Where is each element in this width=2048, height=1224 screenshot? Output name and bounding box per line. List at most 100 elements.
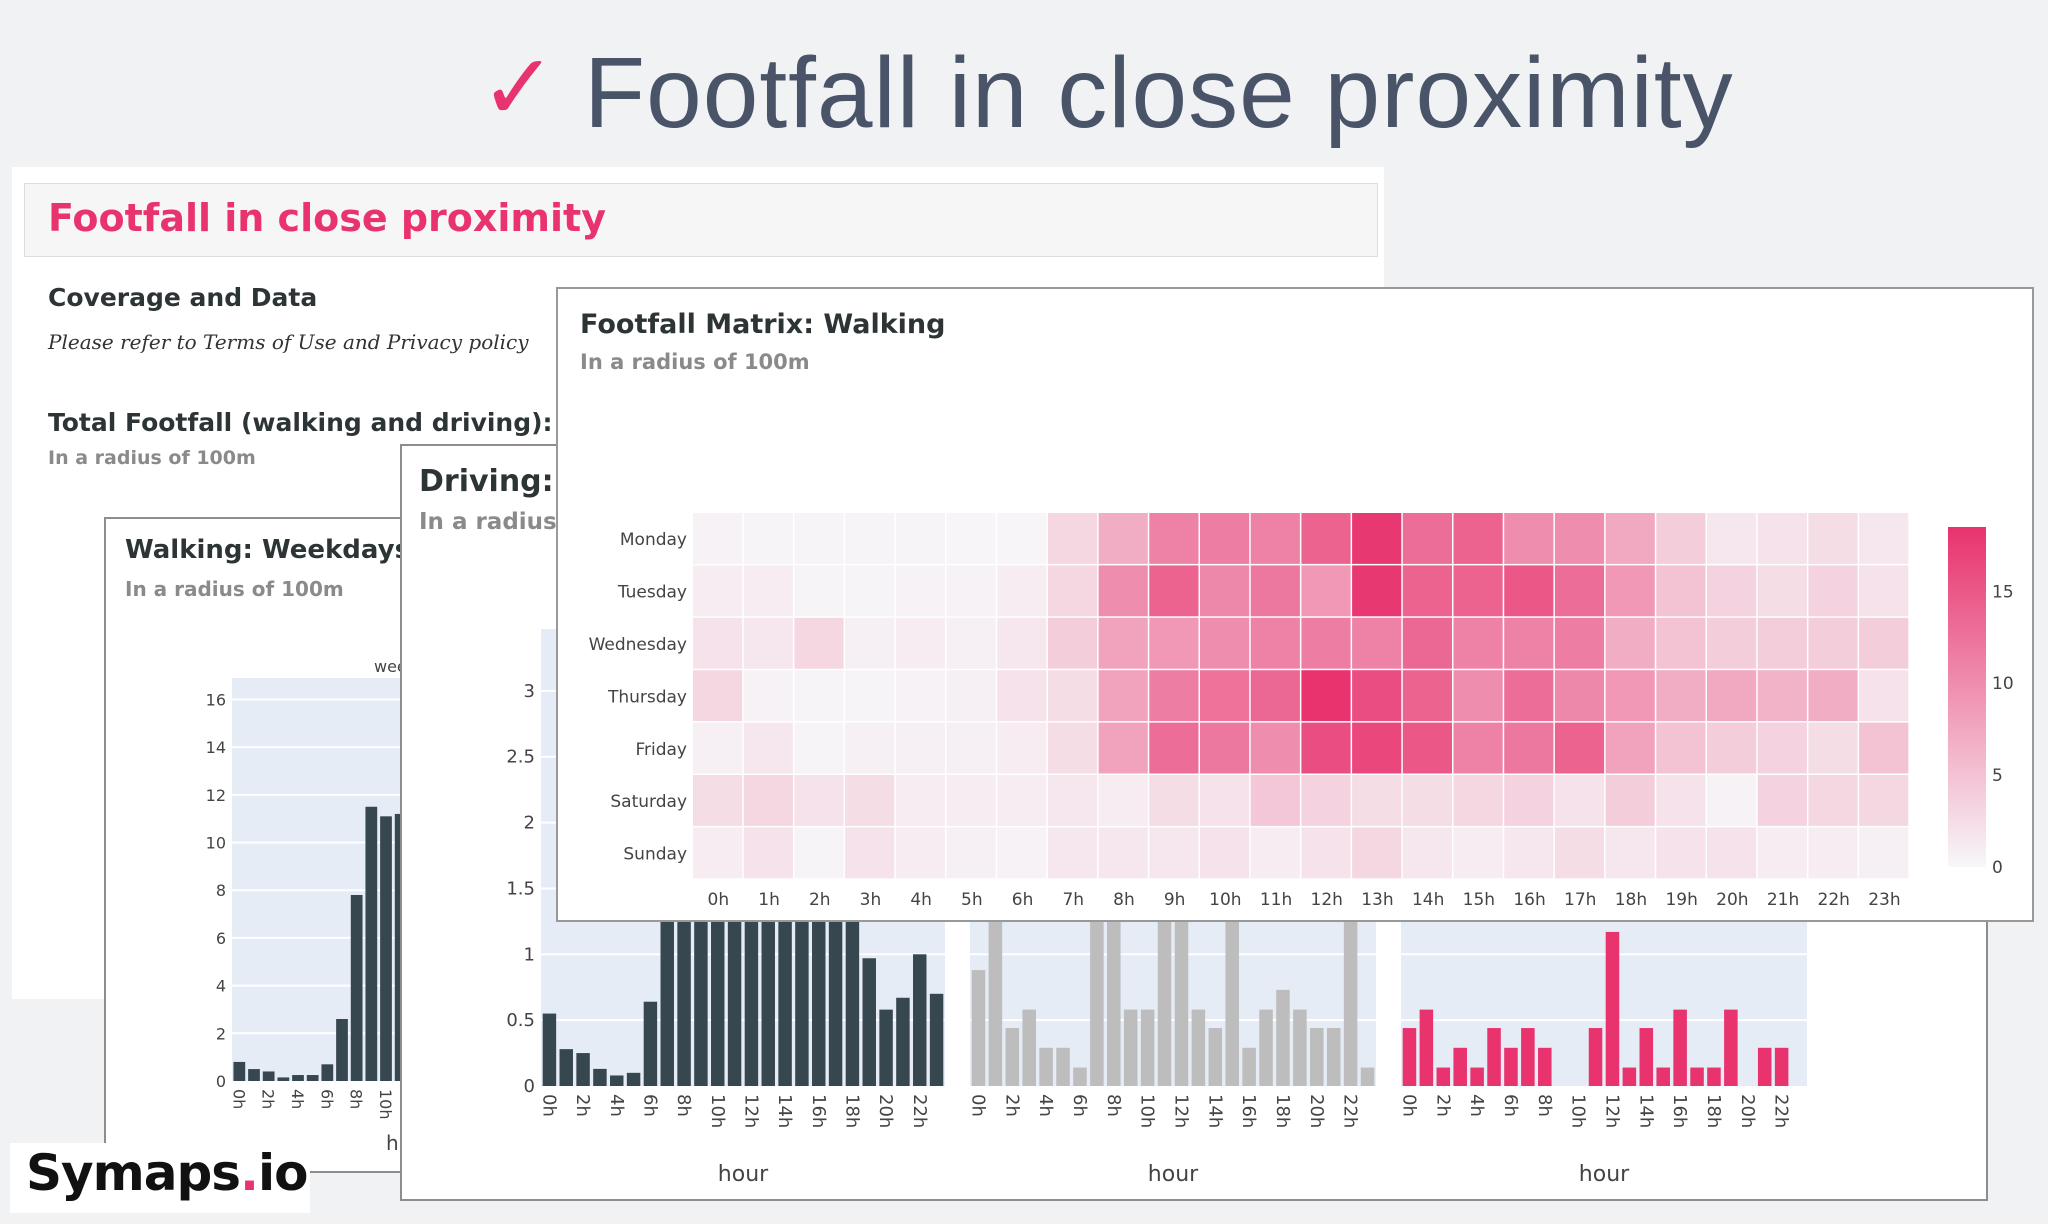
bar-11h: [1588, 1028, 1603, 1086]
x-tick-label: 23h: [1868, 890, 1900, 910]
walking-title: Walking: Weekdays, S: [125, 535, 448, 565]
logo-dot: .: [240, 1144, 259, 1202]
heatmap-cell-Friday-11h: [1250, 722, 1300, 774]
bar-0h: [971, 970, 986, 1086]
x-tick-label: 7h: [1062, 890, 1084, 910]
heatmap-cell-Saturday-4h: [895, 775, 945, 826]
y-tick-label: Thursday: [607, 687, 687, 707]
bar-10h: [1140, 1009, 1155, 1086]
heatmap-cell-Monday-11h: [1250, 513, 1300, 564]
bar-5h: [1056, 1047, 1070, 1086]
bar-4h: [1039, 1047, 1053, 1086]
x-tick-label: 9h: [1164, 890, 1186, 910]
heatmap-cell-Friday-13h: [1352, 722, 1402, 774]
bar-17h: [1259, 1009, 1273, 1086]
heatmap-cell-Sunday-10h: [1200, 827, 1250, 879]
heatmap-cell-Tuesday-1h: [743, 565, 793, 617]
bar-6h: [643, 1001, 658, 1086]
heatmap-cell-Thursday-21h: [1757, 670, 1807, 722]
colorbar-tick-label: 0: [1992, 858, 2003, 878]
x-tick-label: 6h: [1069, 1094, 1090, 1117]
bar-9h: [365, 806, 378, 1081]
colorbar-tick-label: 15: [1992, 582, 2014, 602]
heatmap-cell-Monday-14h: [1402, 513, 1452, 564]
y-tick-label: 1.5: [506, 878, 535, 899]
bar-3h: [593, 1068, 607, 1086]
heatmap-cell-Tuesday-8h: [1098, 565, 1148, 617]
heatmap-cell-Wednesday-19h: [1656, 617, 1706, 669]
heatmap-cell-Tuesday-6h: [997, 565, 1047, 617]
heatmap-cell-Tuesday-10h: [1200, 565, 1250, 617]
heatmap-cell-Monday-2h: [794, 513, 844, 564]
x-tick-label: 22h: [1818, 890, 1850, 910]
heatmap-cell-Saturday-9h: [1149, 775, 1199, 826]
heatmap-cell-Tuesday-5h: [946, 565, 996, 617]
heatmap-cell-Tuesday-19h: [1656, 565, 1706, 617]
walking-xlabel-fragment: h: [386, 1131, 399, 1155]
heatmap-cell-Friday-10h: [1200, 722, 1250, 774]
heatmap-cell-Friday-18h: [1605, 722, 1655, 774]
y-tick-label: 6: [216, 929, 226, 948]
heatmap-cell-Thursday-17h: [1554, 670, 1605, 722]
heatmap-cell-Friday-19h: [1656, 722, 1706, 774]
x-tick-label: 10h: [1137, 1094, 1158, 1128]
x-tick-label: 8h: [1534, 1094, 1555, 1117]
heatmap-cell-Thursday-2h: [794, 670, 844, 722]
heatmap-cell-Thursday-9h: [1149, 670, 1199, 722]
heatmap-cell-Wednesday-23h: [1859, 617, 1909, 669]
heatmap-cell-Sunday-12h: [1301, 827, 1351, 879]
x-tick-label: 2h: [809, 890, 831, 910]
logo-tail: io: [258, 1144, 308, 1202]
heatmap-cell-Monday-5h: [946, 513, 996, 564]
heatmap-cell-Thursday-8h: [1098, 670, 1148, 722]
y-tick-label: 3: [524, 681, 535, 702]
bar-3h: [1453, 1047, 1467, 1086]
heatmap-cell-Saturday-8h: [1098, 775, 1148, 826]
bar-3h: [277, 1077, 290, 1081]
heatmap-cell-Saturday-3h: [845, 775, 895, 826]
heatmap-cell-Thursday-15h: [1453, 670, 1503, 722]
x-tick-label: 0h: [538, 1094, 559, 1117]
bar-2h: [1436, 1067, 1451, 1086]
x-tick-label: 12h: [740, 1094, 761, 1128]
y-tick-label: 10: [206, 834, 226, 853]
heatmap-cell-Wednesday-0h: [693, 617, 743, 669]
x-tick-label: 4h: [606, 1094, 627, 1117]
x-tick-label: 0h: [967, 1094, 988, 1117]
heatmap-cell-Sunday-13h: [1352, 827, 1402, 879]
bar-18h: [1707, 1067, 1721, 1086]
x-tick-label: 14h: [1204, 1094, 1225, 1128]
bar-14h: [1208, 1028, 1223, 1086]
x-tick-label: 12h: [1170, 1094, 1191, 1128]
heatmap-cell-Sunday-20h: [1707, 827, 1757, 879]
heatmap-cell-Wednesday-1h: [743, 617, 793, 669]
bar-19h: [1293, 1009, 1307, 1086]
heatmap-cell-Wednesday-2h: [794, 617, 844, 669]
heatmap-cell-Thursday-23h: [1859, 670, 1909, 722]
heatmap-cell-Wednesday-15h: [1453, 617, 1503, 669]
heatmap-cell-Thursday-18h: [1605, 670, 1655, 722]
heatmap-cell-Thursday-22h: [1808, 670, 1858, 722]
heatmap-cell-Sunday-14h: [1402, 827, 1452, 879]
x-tick-label: 8h: [673, 1094, 694, 1117]
x-tick-label: 18h: [1615, 890, 1647, 910]
heatmap-cell-Wednesday-5h: [946, 617, 996, 669]
heatmap-cell-Sunday-16h: [1504, 827, 1554, 879]
heatmap-cell-Wednesday-8h: [1098, 617, 1148, 669]
bar-1h: [1419, 1009, 1434, 1086]
bar-21h: [1757, 1047, 1772, 1086]
x-tick-label: 5h: [961, 890, 983, 910]
heatmap-cell-Monday-13h: [1352, 513, 1402, 564]
x-tick-label: 19h: [1665, 890, 1697, 910]
x-tick-label: 16h: [1669, 1094, 1690, 1128]
bar-15h: [1656, 1067, 1670, 1086]
heatmap-cell-Friday-0h: [693, 722, 743, 774]
heatmap-cell-Saturday-13h: [1352, 775, 1402, 826]
x-tick-label: 6h: [639, 1094, 660, 1117]
symaps-logo: [10, 1143, 310, 1213]
heatmap-cell-Monday-23h: [1859, 513, 1909, 564]
bar-22h: [1774, 1047, 1789, 1086]
bar-6h: [1073, 1067, 1087, 1086]
x-tick-label: 2h: [1432, 1094, 1453, 1117]
heatmap-cell-Tuesday-14h: [1402, 565, 1452, 617]
